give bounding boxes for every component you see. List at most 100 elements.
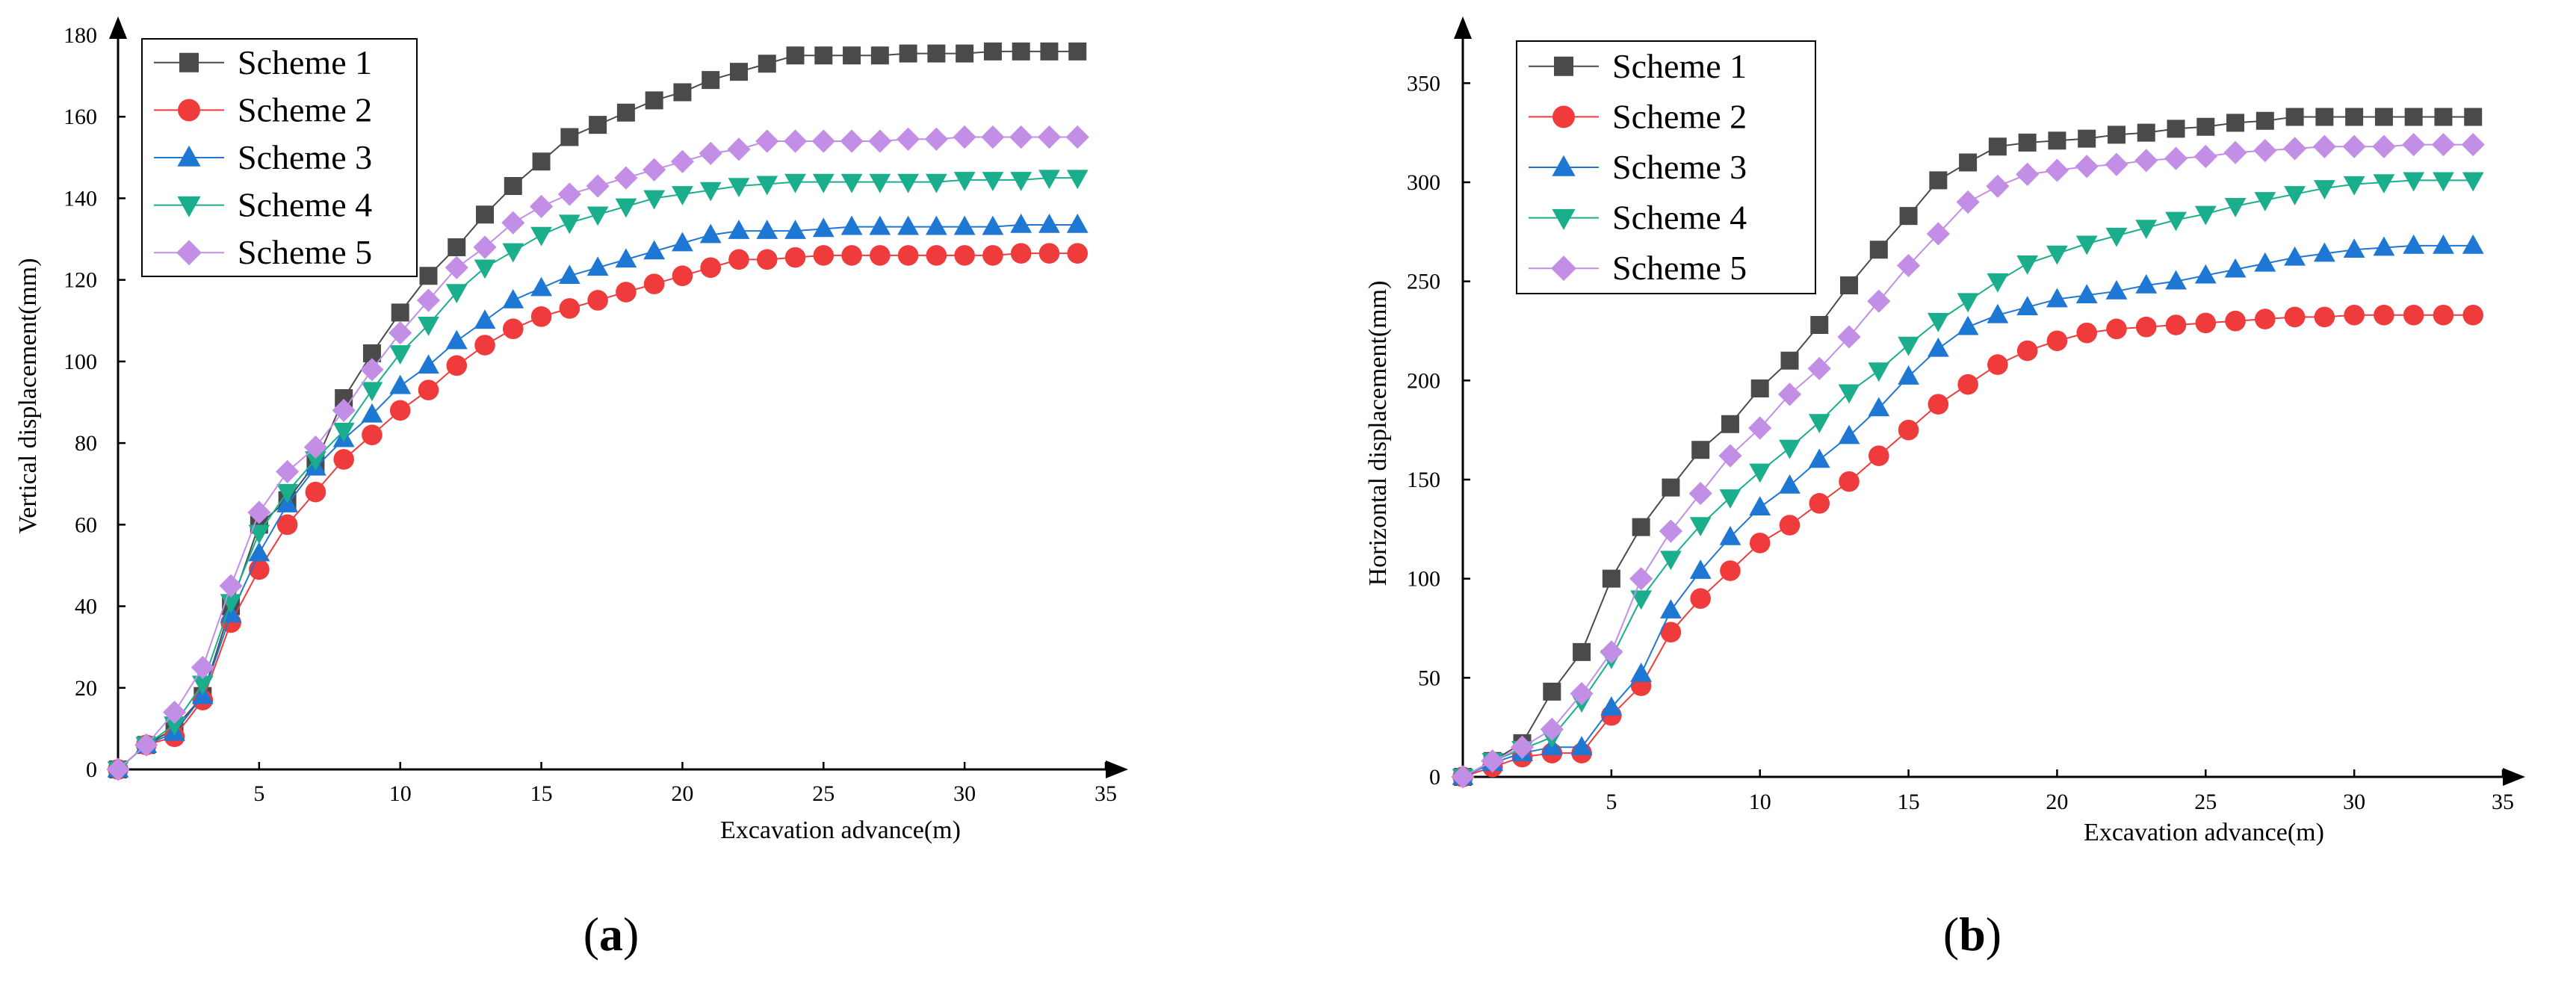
data-point [1690, 588, 1711, 609]
data-point [2433, 172, 2454, 192]
y-axis-arrow [1454, 16, 1472, 39]
data-point [1719, 525, 1741, 545]
legend-label: Scheme 1 [238, 43, 372, 81]
data-point [1660, 551, 1682, 571]
data-point [134, 733, 158, 757]
data-point [1629, 567, 1653, 591]
data-point [448, 238, 466, 256]
data-point [530, 276, 552, 297]
data-point [1719, 489, 1741, 509]
data-point [2164, 146, 2188, 170]
y-tick-label: 100 [1407, 567, 1440, 592]
x-tick-label: 15 [530, 781, 553, 806]
y-tick-label: 40 [75, 595, 97, 619]
legend-marker [177, 196, 201, 217]
y-axis-title: Horizontal displacement(mm) [1364, 281, 1392, 586]
data-point [699, 182, 722, 202]
data-point [673, 83, 692, 102]
data-point [1810, 316, 1829, 335]
data-point [445, 255, 468, 279]
data-point [2345, 108, 2364, 126]
data-point [728, 178, 750, 198]
data-point [1868, 445, 1889, 466]
data-point [2075, 235, 2098, 255]
data-point [643, 240, 666, 260]
data-point [897, 127, 920, 151]
data-point [728, 220, 750, 239]
legend-marker [1551, 255, 1576, 282]
data-point [1659, 519, 1682, 543]
data-point [2433, 234, 2454, 254]
data-point [643, 190, 666, 210]
x-axis-arrow [1106, 760, 1128, 778]
data-point [1928, 394, 1949, 415]
data-point [899, 44, 917, 63]
data-point [445, 284, 468, 304]
x-tick-label: 20 [671, 781, 693, 806]
data-point [1867, 289, 1891, 313]
data-point [1957, 293, 1979, 313]
data-point [247, 500, 271, 524]
data-point [476, 205, 495, 224]
data-point [305, 481, 326, 503]
data-point [843, 46, 861, 65]
data-point [2254, 192, 2276, 211]
data-point [502, 243, 524, 263]
data-point [953, 172, 976, 191]
data-point [2431, 132, 2456, 157]
data-point [530, 306, 552, 327]
data-point [925, 173, 947, 193]
data-point [2135, 316, 2157, 338]
data-point [445, 329, 468, 350]
data-point [2314, 306, 2335, 328]
data-point [814, 46, 833, 65]
data-point [1956, 190, 1980, 214]
data-point [924, 127, 948, 151]
data-point [2075, 284, 2098, 304]
data-point [2223, 140, 2247, 164]
data-point [389, 345, 412, 365]
data-point [1868, 397, 1890, 417]
data-point [1838, 424, 1860, 444]
data-point [2105, 152, 2128, 176]
data-point [672, 186, 693, 205]
data-point [305, 451, 326, 471]
data-point [2193, 144, 2217, 169]
data-point [2046, 245, 2068, 265]
data-point [248, 542, 270, 562]
data-point [784, 220, 806, 239]
legend-marker [1552, 155, 1576, 176]
data-point [1510, 735, 1535, 759]
data-point [1009, 125, 1033, 149]
data-point [1543, 682, 1561, 701]
data-point [1010, 213, 1032, 233]
data-point [1602, 569, 1620, 588]
data-point [2016, 340, 2038, 362]
legend-marker [1552, 105, 1575, 128]
data-point [2342, 134, 2366, 158]
data-point [840, 129, 864, 153]
data-point [2254, 252, 2276, 272]
data-point [1481, 749, 1505, 773]
data-point [2107, 125, 2125, 144]
data-point [1688, 481, 1712, 506]
data-point [956, 44, 974, 63]
data-point [164, 716, 185, 736]
data-point [897, 173, 919, 193]
data-point [2374, 108, 2393, 126]
data-point [1012, 42, 1030, 61]
data-point [1808, 448, 1830, 468]
data-point [2373, 236, 2395, 256]
data-point [2313, 180, 2335, 199]
data-point [811, 129, 835, 153]
data-point [897, 245, 919, 266]
data-point [2315, 108, 2334, 126]
legend-marker [179, 52, 199, 72]
legend-marker [176, 240, 202, 266]
data-point [2165, 314, 2187, 335]
data-point [2403, 234, 2425, 254]
data-point [1691, 441, 1710, 459]
y-tick-label: 140 [64, 186, 97, 211]
y-tick-label: 80 [75, 431, 97, 456]
legend-entry: Scheme 3 [1529, 148, 1747, 186]
